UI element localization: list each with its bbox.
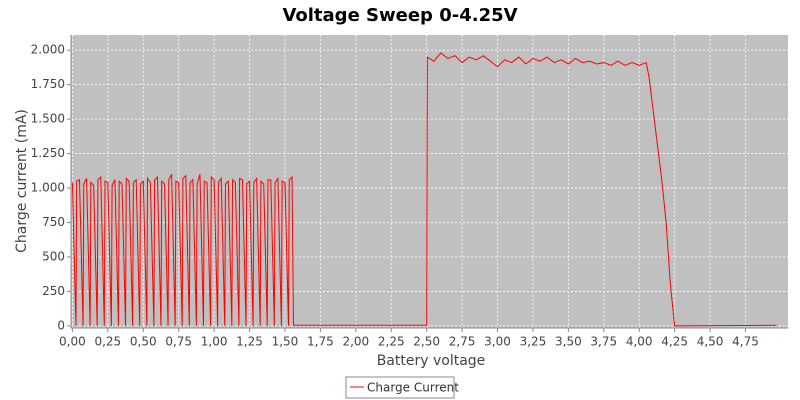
x-tick-label: 3,75 — [590, 335, 617, 349]
x-tick-label: 4,75 — [732, 335, 759, 349]
x-tick-label: 0,50 — [130, 335, 157, 349]
x-tick-label: 3,25 — [520, 335, 547, 349]
y-tick-label: 500 — [42, 249, 65, 263]
x-tick-label: 1,00 — [201, 335, 228, 349]
x-tick-label: 4,00 — [626, 335, 653, 349]
x-tick-label: 4,25 — [661, 335, 688, 349]
data-line — [71, 52, 777, 327]
x-tick-label: 2,75 — [449, 335, 476, 349]
y-tick-label: 250 — [42, 284, 65, 298]
chart-title: Voltage Sweep 0-4.25V — [282, 5, 517, 26]
y-tick-label: 1.500 — [31, 112, 65, 126]
y-tick-label: 750 — [42, 215, 65, 229]
y-tick-label: 1.750 — [31, 77, 65, 91]
x-tick-label: 1,25 — [236, 335, 263, 349]
x-tick-label: 3,50 — [555, 335, 582, 349]
y-tick-label: 0 — [57, 318, 65, 332]
x-tick-label: 3,00 — [484, 335, 511, 349]
x-tick-label: 2,50 — [413, 335, 440, 349]
x-tick-label: 1,50 — [272, 335, 299, 349]
x-tick-label: 1,75 — [307, 335, 334, 349]
legend — [345, 376, 455, 399]
y-tick-label: 2.000 — [31, 43, 65, 57]
y-tick-label: 1.000 — [31, 181, 65, 195]
x-axis-label: Battery voltage — [377, 353, 486, 369]
x-tick-label: 0,00 — [59, 335, 86, 349]
x-tick-label: 0,75 — [165, 335, 192, 349]
y-axis-label: Charge current (mA) — [14, 109, 30, 253]
y-tick-label: 1.250 — [31, 146, 65, 160]
x-tick-label: 0,25 — [94, 335, 121, 349]
x-tick-label: 2,00 — [342, 335, 369, 349]
x-tick-label: 4,50 — [697, 335, 724, 349]
legend-label: Charge Current — [367, 381, 459, 395]
x-tick-label: 2,25 — [378, 335, 405, 349]
